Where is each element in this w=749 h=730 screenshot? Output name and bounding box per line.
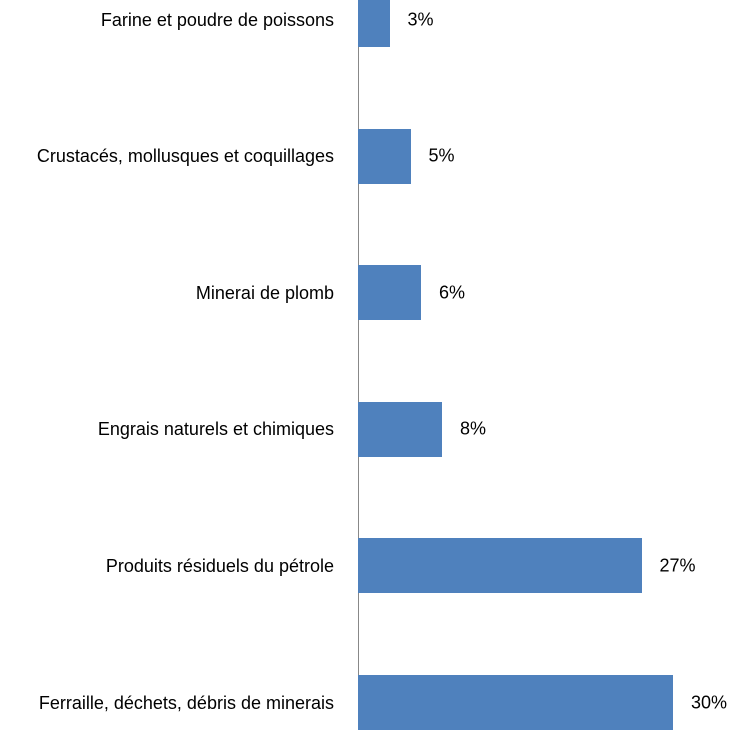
- category-label: Engrais naturels et chimiques: [97, 419, 334, 440]
- bar: [358, 538, 642, 594]
- category-label: Ferraille, déchets, débris de minerais: [38, 692, 334, 713]
- data-label: 8%: [460, 418, 487, 439]
- data-label: 30%: [691, 692, 728, 712]
- category-label: Produits résiduels du pétrole: [105, 555, 334, 576]
- bar: [358, 401, 442, 457]
- category-label: Farine et poudre de poissons: [100, 9, 334, 30]
- bar: [358, 0, 390, 47]
- data-label: 6%: [439, 282, 466, 303]
- bar: [358, 128, 411, 184]
- axis-line: [358, 0, 359, 728]
- category-label: Minerai de plomb: [195, 282, 334, 303]
- data-label: 5%: [428, 145, 455, 166]
- category-label: Crustacés, mollusques et coquillages: [36, 146, 334, 167]
- data-label: 27%: [659, 555, 696, 576]
- bar: [358, 675, 673, 730]
- data-label: 3%: [407, 9, 434, 29]
- bar: [358, 265, 421, 321]
